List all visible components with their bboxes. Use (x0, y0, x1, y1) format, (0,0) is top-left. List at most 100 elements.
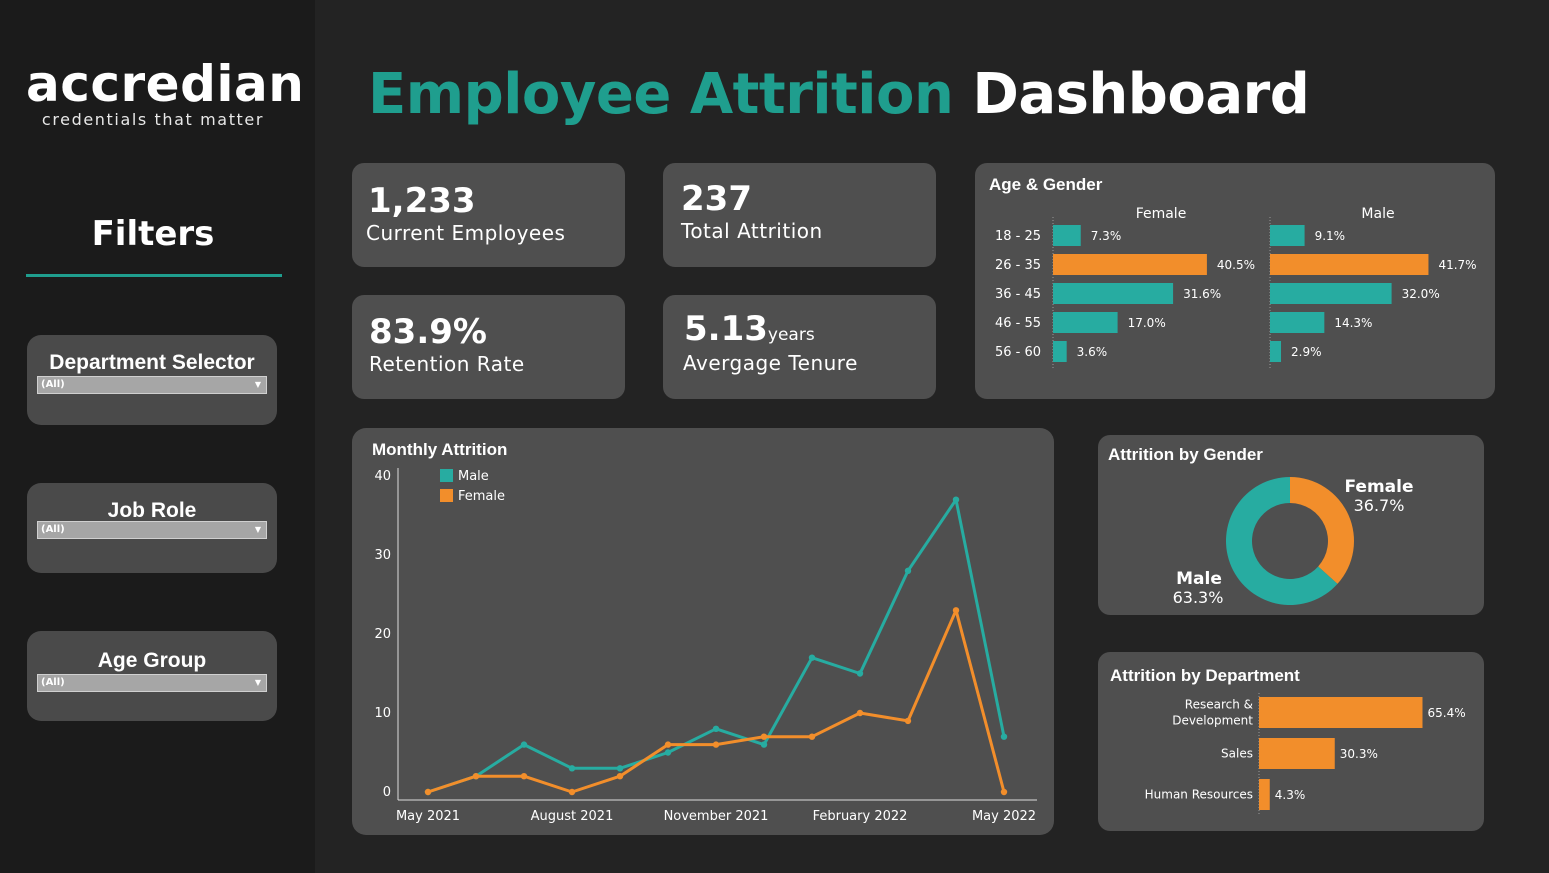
age-bar-label: 9.1% (1315, 229, 1346, 243)
age-category-label: 56 - 60 (995, 345, 1041, 360)
filter-sidebar: accredian credentials that matter Filter… (0, 0, 315, 873)
age-bar (1053, 341, 1067, 362)
y-tick-label: 20 (374, 627, 391, 642)
dept-bar (1259, 738, 1335, 769)
age-group-filter-card: Age Group (All) ▼ (27, 631, 277, 721)
job-role-select-value: (All) (41, 524, 65, 535)
average-tenure-card: 5.13years Avergage Tenure (663, 295, 936, 399)
age-category-label: 26 - 35 (995, 258, 1041, 273)
series-point (760, 733, 768, 740)
dept-bar (1259, 779, 1270, 810)
series-point (520, 741, 528, 748)
age-series-header: Male (1361, 206, 1394, 222)
age-category-label: 46 - 55 (995, 316, 1041, 331)
job-role-filter-label: Job Role (107, 499, 197, 522)
series-point (616, 773, 624, 780)
monthly-attrition-card: Monthly Attrition 0 10 20 30 40 May 2021 Augus… (352, 428, 1054, 835)
series-point (1000, 788, 1008, 796)
age-bar-label: 3.6% (1077, 345, 1107, 359)
donut-label-name: Male (1176, 569, 1222, 589)
filters-divider (26, 274, 282, 277)
age-bar-label: 14.3% (1334, 316, 1372, 330)
series-point (472, 773, 480, 780)
series-point (568, 765, 576, 772)
job-role-filter-card: Job Role (All) ▼ (27, 483, 277, 573)
dept-category-label: Development (1172, 714, 1253, 728)
attrition-department-chart: 65.4% Research & Development 30.3% Sales 4.3%… (1145, 693, 1466, 814)
age-bar (1270, 341, 1282, 362)
series-point (1000, 733, 1008, 740)
series-line (427, 608, 1006, 794)
age-group-select-value: (All) (41, 677, 65, 688)
series-point (952, 496, 960, 503)
age-bar (1053, 225, 1081, 246)
chevron-down-icon[interactable]: ▼ (254, 678, 261, 687)
filters-title: Filters (91, 214, 215, 254)
retention-rate-label: Retention Rate (369, 352, 525, 376)
age-bar-label: 2.9% (1291, 345, 1322, 359)
attrition-gender-card: Attrition by Gender Female 36.7% Male 63.3% (1098, 435, 1484, 615)
donut-slice (1226, 477, 1338, 605)
dept-category-label: Research & (1185, 698, 1253, 712)
age-category-label: 36 - 45 (995, 287, 1041, 302)
dept-bar-label: 30.3% (1340, 747, 1378, 761)
attrition-gender-title: Attrition by Gender (1108, 445, 1263, 464)
age-group-filter-label: Age Group (97, 649, 207, 672)
age-bar (1053, 254, 1207, 275)
brand-tagline: credentials that matter (41, 110, 265, 129)
x-tick-label: February 2022 (813, 809, 908, 824)
legend-swatch (440, 469, 453, 482)
series-point (856, 709, 864, 717)
chevron-down-icon[interactable]: ▼ (254, 380, 261, 389)
page-title: Employee Attrition Dashboard (368, 62, 1310, 127)
series-point (616, 765, 624, 772)
age-bar (1270, 225, 1305, 246)
retention-rate-card: 83.9% Retention Rate (352, 295, 625, 399)
donut-label-value: 36.7% (1354, 496, 1405, 515)
department-select[interactable]: (All) ▼ (37, 376, 267, 394)
age-category-label: 18 - 25 (995, 229, 1041, 244)
age-bar (1270, 283, 1392, 304)
series-point (520, 773, 528, 780)
legend-swatch (440, 489, 453, 502)
series-point (424, 788, 432, 796)
age-group-select[interactable]: (All) ▼ (37, 674, 267, 692)
y-tick-label: 40 (374, 469, 391, 484)
age-bar-label: 32.0% (1402, 287, 1440, 301)
attrition-department-card: Attrition by Department 65.4% Research & D… (1098, 652, 1484, 831)
age-bar (1053, 283, 1174, 304)
x-tick-label: August 2021 (531, 809, 614, 824)
dept-bar (1259, 697, 1423, 728)
legend-label: Female (458, 489, 505, 504)
dept-bar-label: 65.4% (1428, 706, 1466, 720)
average-tenure-unit: years (767, 325, 815, 345)
x-tick-label: May 2022 (972, 809, 1036, 824)
series-point (808, 654, 816, 661)
y-tick-label: 10 (374, 706, 391, 721)
dept-category-label: Sales (1221, 747, 1253, 761)
legend-label: Male (458, 469, 489, 484)
age-bar (1053, 312, 1118, 333)
department-filter-card: Department Selector (All) ▼ (27, 335, 277, 425)
chevron-down-icon[interactable]: ▼ (254, 525, 261, 534)
current-employees-card: 1,233 Current Employees (352, 163, 625, 267)
current-employees-label: Current Employees (366, 221, 566, 245)
retention-rate-value: 83.9% (369, 312, 487, 352)
series-line (427, 498, 1006, 794)
series-point (904, 717, 912, 725)
y-tick-label: 0 (383, 785, 391, 800)
age-bar-label: 17.0% (1128, 316, 1166, 330)
attrition-department-title: Attrition by Department (1110, 666, 1300, 685)
series-point (712, 725, 720, 732)
job-role-select[interactable]: (All) ▼ (37, 521, 267, 539)
series-point (904, 567, 912, 574)
series-point (664, 749, 672, 756)
age-gender-title: Age & Gender (989, 175, 1103, 194)
series-point (712, 741, 720, 748)
age-bar-label: 41.7% (1438, 258, 1476, 272)
average-tenure-label: Avergage Tenure (683, 351, 858, 375)
age-gender-chart: Female Male 18 - 25 26 - 35 36 - 45 46 - 55 56… (995, 206, 1477, 368)
series-point (760, 741, 768, 748)
monthly-attrition-title: Monthly Attrition (372, 440, 508, 459)
